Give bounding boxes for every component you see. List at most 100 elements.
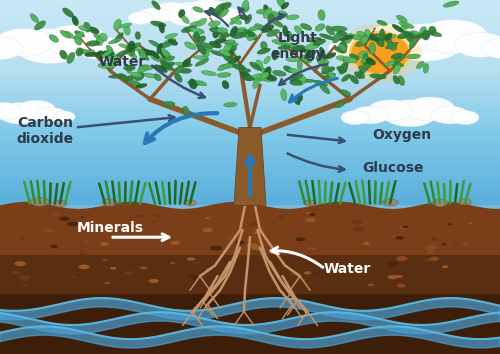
Ellipse shape bbox=[130, 72, 142, 78]
Ellipse shape bbox=[430, 237, 438, 241]
Polygon shape bbox=[0, 197, 500, 198]
Ellipse shape bbox=[200, 42, 213, 48]
Ellipse shape bbox=[284, 43, 292, 50]
Ellipse shape bbox=[252, 77, 268, 81]
Ellipse shape bbox=[260, 67, 272, 76]
Polygon shape bbox=[0, 179, 500, 180]
Ellipse shape bbox=[388, 261, 398, 266]
Polygon shape bbox=[0, 73, 500, 74]
Ellipse shape bbox=[398, 33, 409, 39]
Polygon shape bbox=[0, 68, 500, 70]
Ellipse shape bbox=[170, 241, 180, 245]
Ellipse shape bbox=[20, 237, 26, 240]
Ellipse shape bbox=[337, 31, 347, 37]
Ellipse shape bbox=[186, 257, 195, 261]
Ellipse shape bbox=[360, 35, 368, 44]
Ellipse shape bbox=[426, 245, 437, 250]
Ellipse shape bbox=[422, 30, 430, 40]
Ellipse shape bbox=[432, 199, 448, 206]
Ellipse shape bbox=[100, 33, 108, 41]
Ellipse shape bbox=[102, 258, 108, 261]
Ellipse shape bbox=[290, 80, 302, 85]
Ellipse shape bbox=[296, 95, 303, 103]
Ellipse shape bbox=[60, 30, 71, 38]
Ellipse shape bbox=[396, 15, 407, 23]
Ellipse shape bbox=[354, 72, 362, 79]
Ellipse shape bbox=[188, 275, 198, 279]
Text: Minerals: Minerals bbox=[76, 221, 144, 235]
Ellipse shape bbox=[374, 34, 384, 39]
Ellipse shape bbox=[363, 53, 368, 63]
Ellipse shape bbox=[228, 56, 241, 65]
Polygon shape bbox=[0, 138, 500, 140]
Ellipse shape bbox=[272, 11, 280, 18]
Polygon shape bbox=[0, 19, 500, 21]
Polygon shape bbox=[0, 161, 500, 162]
Ellipse shape bbox=[62, 8, 74, 17]
Ellipse shape bbox=[96, 36, 104, 46]
Ellipse shape bbox=[348, 34, 362, 40]
Ellipse shape bbox=[114, 33, 124, 43]
Polygon shape bbox=[0, 124, 500, 126]
Ellipse shape bbox=[250, 222, 260, 226]
Text: Water: Water bbox=[99, 55, 146, 69]
Polygon shape bbox=[0, 52, 500, 53]
Ellipse shape bbox=[68, 222, 79, 226]
Ellipse shape bbox=[130, 43, 141, 52]
Ellipse shape bbox=[407, 33, 420, 39]
Polygon shape bbox=[0, 15, 500, 17]
Ellipse shape bbox=[220, 64, 236, 68]
Polygon shape bbox=[0, 98, 500, 99]
Ellipse shape bbox=[423, 63, 428, 73]
Ellipse shape bbox=[342, 74, 350, 81]
Polygon shape bbox=[0, 35, 500, 36]
Ellipse shape bbox=[216, 5, 224, 16]
Ellipse shape bbox=[49, 35, 58, 42]
Polygon shape bbox=[0, 17, 500, 18]
Ellipse shape bbox=[297, 59, 302, 70]
Ellipse shape bbox=[264, 5, 270, 15]
Polygon shape bbox=[0, 74, 500, 75]
Ellipse shape bbox=[431, 106, 469, 124]
Ellipse shape bbox=[120, 23, 132, 28]
Polygon shape bbox=[0, 31, 500, 32]
Ellipse shape bbox=[388, 42, 396, 51]
Ellipse shape bbox=[264, 78, 276, 82]
Ellipse shape bbox=[219, 50, 231, 57]
Ellipse shape bbox=[78, 26, 88, 31]
Polygon shape bbox=[0, 59, 500, 60]
Polygon shape bbox=[0, 8, 500, 10]
Ellipse shape bbox=[196, 18, 207, 26]
Ellipse shape bbox=[266, 75, 276, 81]
Ellipse shape bbox=[16, 100, 56, 120]
Ellipse shape bbox=[260, 72, 269, 79]
Ellipse shape bbox=[139, 65, 153, 70]
Ellipse shape bbox=[100, 242, 110, 246]
Ellipse shape bbox=[74, 32, 84, 40]
Ellipse shape bbox=[304, 200, 316, 206]
Ellipse shape bbox=[162, 101, 175, 107]
Ellipse shape bbox=[305, 218, 315, 222]
Ellipse shape bbox=[252, 78, 259, 88]
Ellipse shape bbox=[106, 55, 120, 61]
Ellipse shape bbox=[264, 67, 271, 78]
Ellipse shape bbox=[127, 65, 132, 73]
Ellipse shape bbox=[224, 42, 232, 52]
Ellipse shape bbox=[108, 38, 122, 44]
Ellipse shape bbox=[365, 29, 371, 38]
Ellipse shape bbox=[160, 61, 172, 70]
Ellipse shape bbox=[248, 26, 260, 31]
Ellipse shape bbox=[391, 53, 402, 59]
Polygon shape bbox=[0, 96, 500, 98]
Polygon shape bbox=[0, 149, 500, 151]
Polygon shape bbox=[0, 198, 500, 200]
Ellipse shape bbox=[360, 64, 370, 74]
Ellipse shape bbox=[190, 28, 204, 34]
Ellipse shape bbox=[320, 47, 326, 58]
Ellipse shape bbox=[358, 64, 372, 70]
Ellipse shape bbox=[180, 63, 192, 67]
Ellipse shape bbox=[368, 100, 412, 121]
Ellipse shape bbox=[382, 199, 398, 206]
Ellipse shape bbox=[202, 49, 209, 57]
Ellipse shape bbox=[137, 8, 171, 24]
